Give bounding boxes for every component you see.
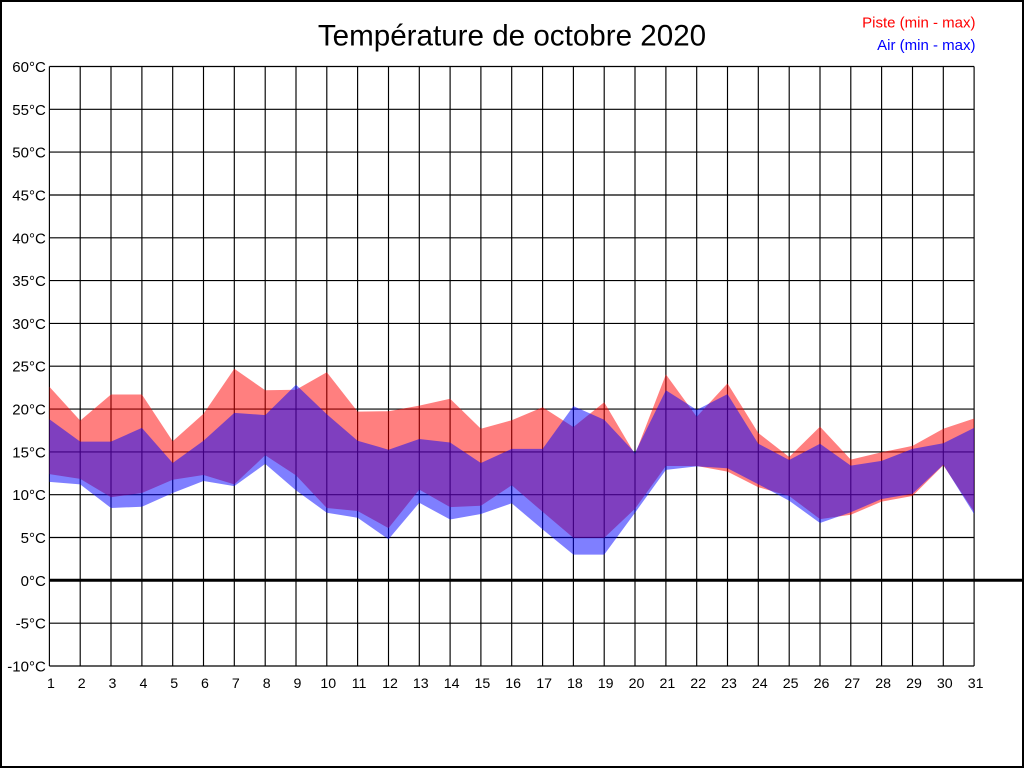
- svg-text:26: 26: [814, 676, 830, 692]
- svg-text:0°C: 0°C: [21, 573, 46, 590]
- svg-text:60°C: 60°C: [12, 59, 46, 76]
- svg-text:19: 19: [598, 676, 614, 692]
- svg-text:20: 20: [629, 676, 645, 692]
- svg-text:22: 22: [690, 676, 706, 692]
- svg-text:17: 17: [536, 676, 552, 692]
- svg-text:9: 9: [294, 676, 302, 692]
- svg-text:25°C: 25°C: [12, 359, 46, 376]
- svg-text:40°C: 40°C: [12, 230, 46, 247]
- svg-text:12: 12: [382, 676, 398, 692]
- svg-text:20°C: 20°C: [12, 402, 46, 419]
- svg-text:7: 7: [232, 676, 240, 692]
- svg-text:1: 1: [47, 676, 55, 692]
- svg-text:4: 4: [139, 676, 147, 692]
- svg-text:28: 28: [875, 676, 891, 692]
- svg-text:31: 31: [968, 676, 984, 692]
- svg-text:55°C: 55°C: [12, 102, 46, 119]
- svg-text:13: 13: [413, 676, 429, 692]
- svg-text:15°C: 15°C: [12, 444, 46, 461]
- svg-text:27: 27: [844, 676, 860, 692]
- svg-text:10°C: 10°C: [12, 487, 46, 504]
- svg-text:8: 8: [263, 676, 271, 692]
- svg-text:Piste (min - max): Piste (min - max): [862, 15, 975, 32]
- svg-text:30: 30: [937, 676, 953, 692]
- svg-text:29: 29: [906, 676, 922, 692]
- svg-text:16: 16: [505, 676, 521, 692]
- svg-text:-10°C: -10°C: [7, 659, 46, 676]
- svg-text:6: 6: [201, 676, 209, 692]
- svg-text:10: 10: [320, 676, 336, 692]
- svg-text:50°C: 50°C: [12, 145, 46, 162]
- svg-text:25: 25: [783, 676, 799, 692]
- svg-text:2: 2: [78, 676, 86, 692]
- svg-text:5: 5: [170, 676, 178, 692]
- svg-text:21: 21: [660, 676, 676, 692]
- svg-text:15: 15: [475, 676, 491, 692]
- svg-text:-5°C: -5°C: [16, 616, 46, 633]
- svg-text:18: 18: [567, 676, 583, 692]
- svg-text:30°C: 30°C: [12, 316, 46, 333]
- svg-text:14: 14: [444, 676, 460, 692]
- svg-text:35°C: 35°C: [12, 273, 46, 290]
- svg-text:5°C: 5°C: [21, 530, 46, 547]
- svg-text:24: 24: [752, 676, 768, 692]
- svg-text:3: 3: [109, 676, 117, 692]
- svg-text:Température de octobre 2020: Température de octobre 2020: [318, 19, 706, 52]
- svg-text:23: 23: [721, 676, 737, 692]
- svg-text:11: 11: [352, 676, 367, 692]
- svg-text:45°C: 45°C: [12, 188, 46, 205]
- svg-text:Air (min - max): Air (min - max): [877, 37, 975, 54]
